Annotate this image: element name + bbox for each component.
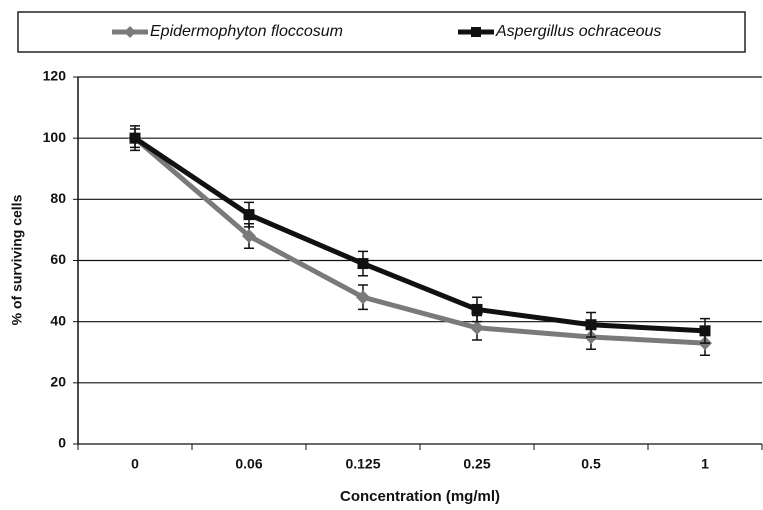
y-tick-label: 100 bbox=[43, 129, 67, 145]
x-tick-label: 0.125 bbox=[345, 456, 380, 472]
marker bbox=[357, 258, 369, 270]
marker bbox=[243, 209, 255, 221]
x-tick-label: 0.06 bbox=[235, 456, 262, 472]
legend-marker bbox=[124, 26, 136, 38]
y-tick-label: 80 bbox=[50, 190, 66, 206]
legend-label: Aspergillus ochraceous bbox=[495, 23, 661, 40]
x-tick-label: 1 bbox=[701, 456, 709, 472]
legend-marker bbox=[471, 27, 481, 37]
line bbox=[133, 136, 706, 334]
y-tick-label: 20 bbox=[50, 374, 66, 390]
legend-label: Epidermophyton floccosum bbox=[150, 23, 343, 40]
x-tick-label: 0.5 bbox=[581, 456, 601, 472]
x-axis-label: Concentration (mg/ml) bbox=[340, 488, 500, 505]
y-tick-label: 120 bbox=[43, 68, 67, 84]
marker bbox=[471, 303, 483, 315]
x-tick-label: 0.25 bbox=[463, 456, 490, 472]
y-tick-label: 0 bbox=[58, 435, 66, 451]
marker bbox=[242, 229, 256, 244]
marker bbox=[470, 320, 484, 335]
marker bbox=[585, 319, 597, 331]
marker bbox=[129, 132, 141, 144]
marker bbox=[699, 325, 711, 337]
line bbox=[133, 136, 706, 346]
y-tick-label: 40 bbox=[50, 312, 66, 328]
y-tick-label: 60 bbox=[50, 251, 66, 267]
y-axis-label: % of surviving cells bbox=[9, 194, 25, 325]
x-tick-label: 0 bbox=[131, 456, 139, 472]
marker bbox=[356, 290, 370, 305]
